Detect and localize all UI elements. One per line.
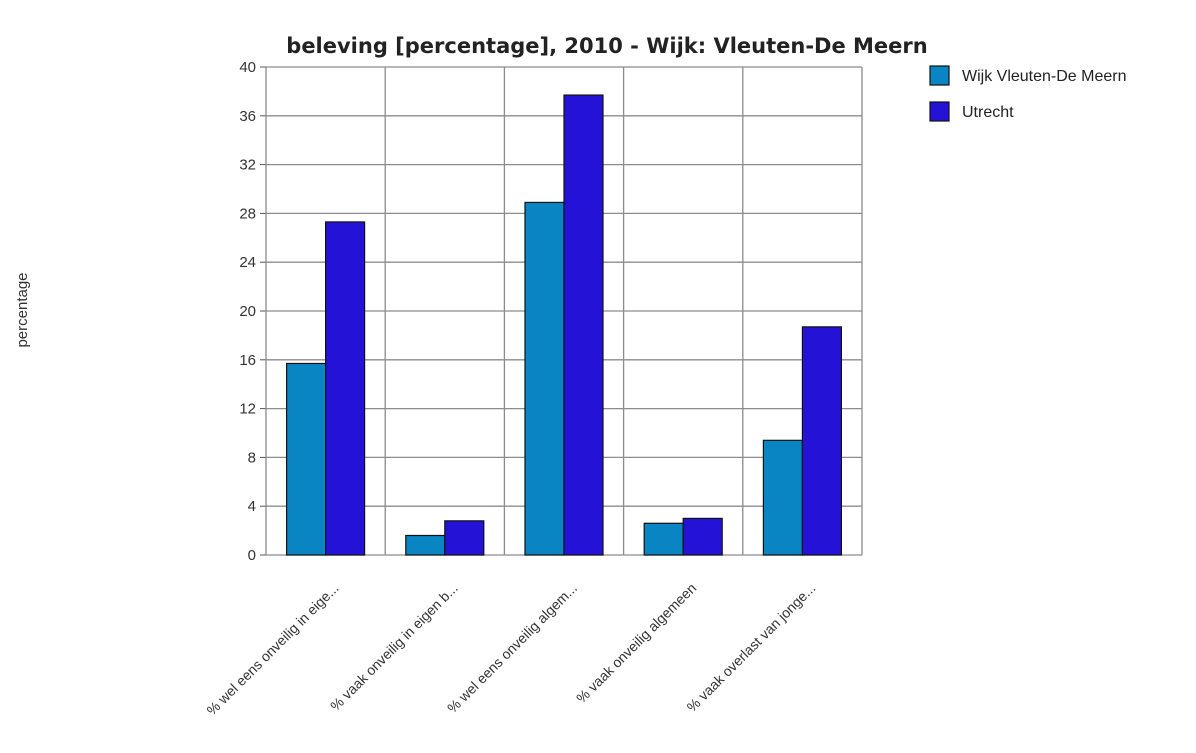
y-tick-label: 24	[239, 254, 256, 271]
legend-label: Utrecht	[962, 104, 1014, 121]
legend-swatch	[929, 101, 950, 122]
bar	[801, 326, 843, 556]
y-tick-label: 40	[239, 59, 256, 76]
bar	[405, 534, 446, 556]
y-tick-label: 0	[248, 547, 256, 564]
x-tick-label: % wel eens onveilig in eige...	[203, 580, 341, 718]
y-tick-label: 4	[248, 498, 256, 515]
bar	[762, 439, 804, 556]
y-tick-label: 8	[248, 449, 256, 466]
y-tick-label: 32	[239, 157, 256, 174]
y-tick-label: 28	[239, 205, 256, 222]
x-tick-label: % wel eens onveilig algem...	[444, 580, 580, 716]
bar	[524, 201, 565, 556]
chart-title: beleving [percentage], 2010 - Wijk: Vleu…	[286, 34, 927, 58]
bar	[563, 94, 604, 556]
y-axis-label: percentage	[14, 272, 31, 347]
y-tick-label: 16	[239, 352, 256, 369]
bar	[682, 517, 723, 556]
x-tick-label: % vaak onveilig in eigen b...	[327, 580, 461, 714]
bar	[286, 362, 327, 556]
bar	[444, 520, 485, 556]
bars	[286, 94, 843, 556]
x-axis-categories: % wel eens onveilig in eige...% vaak onv…	[203, 580, 818, 718]
y-axis-ticks: 0 4 8 12 16 20 24 28 32 36 40	[239, 59, 256, 564]
legend-label: Wijk Vleuten-De Meern	[962, 68, 1127, 85]
y-tick-label: 36	[239, 108, 256, 125]
x-tick-label: % vaak overlast van jonge...	[683, 580, 818, 715]
bar	[325, 221, 366, 556]
legend: Wijk Vleuten-De Meern Utrecht	[929, 65, 1127, 122]
x-tick-label: % vaak onveilig algemeen	[573, 580, 699, 706]
y-tick-label: 20	[239, 303, 256, 320]
y-tick-label: 12	[239, 401, 256, 418]
legend-swatch	[929, 65, 950, 86]
bar	[643, 522, 684, 556]
